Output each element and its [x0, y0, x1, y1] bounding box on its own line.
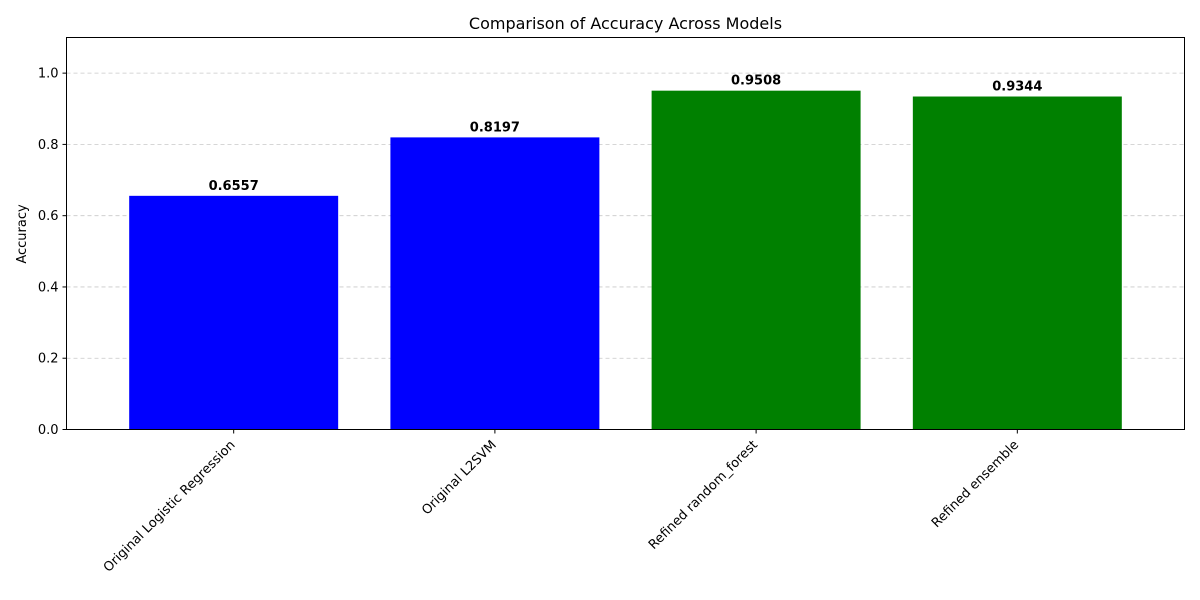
bar-1: [129, 195, 339, 430]
y-tick-label: 0.2: [38, 352, 59, 367]
bar-3: [651, 90, 861, 430]
chart-title: Comparison of Accuracy Across Models: [469, 14, 782, 33]
x-tick-label: Original Logistic Regression: [101, 438, 239, 576]
bar-value-label: 0.9344: [992, 80, 1042, 95]
bar-value-label: 0.6557: [209, 179, 259, 194]
x-tick-label: Refined ensemble: [929, 438, 1022, 531]
x-axis-ticks: Original Logistic Regression Original L2S…: [101, 429, 1022, 576]
plot-area-frame: [66, 37, 1185, 430]
bar-4: [912, 96, 1122, 430]
x-tick-label: Refined random_forest: [646, 438, 761, 553]
y-tick-label: 0.8: [38, 138, 59, 153]
y-tick-label: 0.4: [38, 280, 59, 295]
bar-2: [390, 137, 600, 430]
x-tick-label: Original L2SVM: [419, 438, 500, 519]
y-axis-label: Accuracy: [15, 204, 30, 264]
y-tick-label: 0.0: [38, 423, 59, 438]
y-tick-label: 1.0: [38, 67, 59, 82]
bar-value-label: 0.8197: [470, 120, 520, 135]
bars: [129, 90, 1122, 430]
bar-value-label: 0.9508: [731, 74, 781, 89]
y-tick-label: 0.6: [38, 209, 59, 224]
y-axis-ticks: 0.0 0.2 0.4 0.6 0.8 1.0: [38, 67, 67, 438]
data-labels: 0.6557 0.8197 0.9508 0.9344: [209, 74, 1043, 194]
